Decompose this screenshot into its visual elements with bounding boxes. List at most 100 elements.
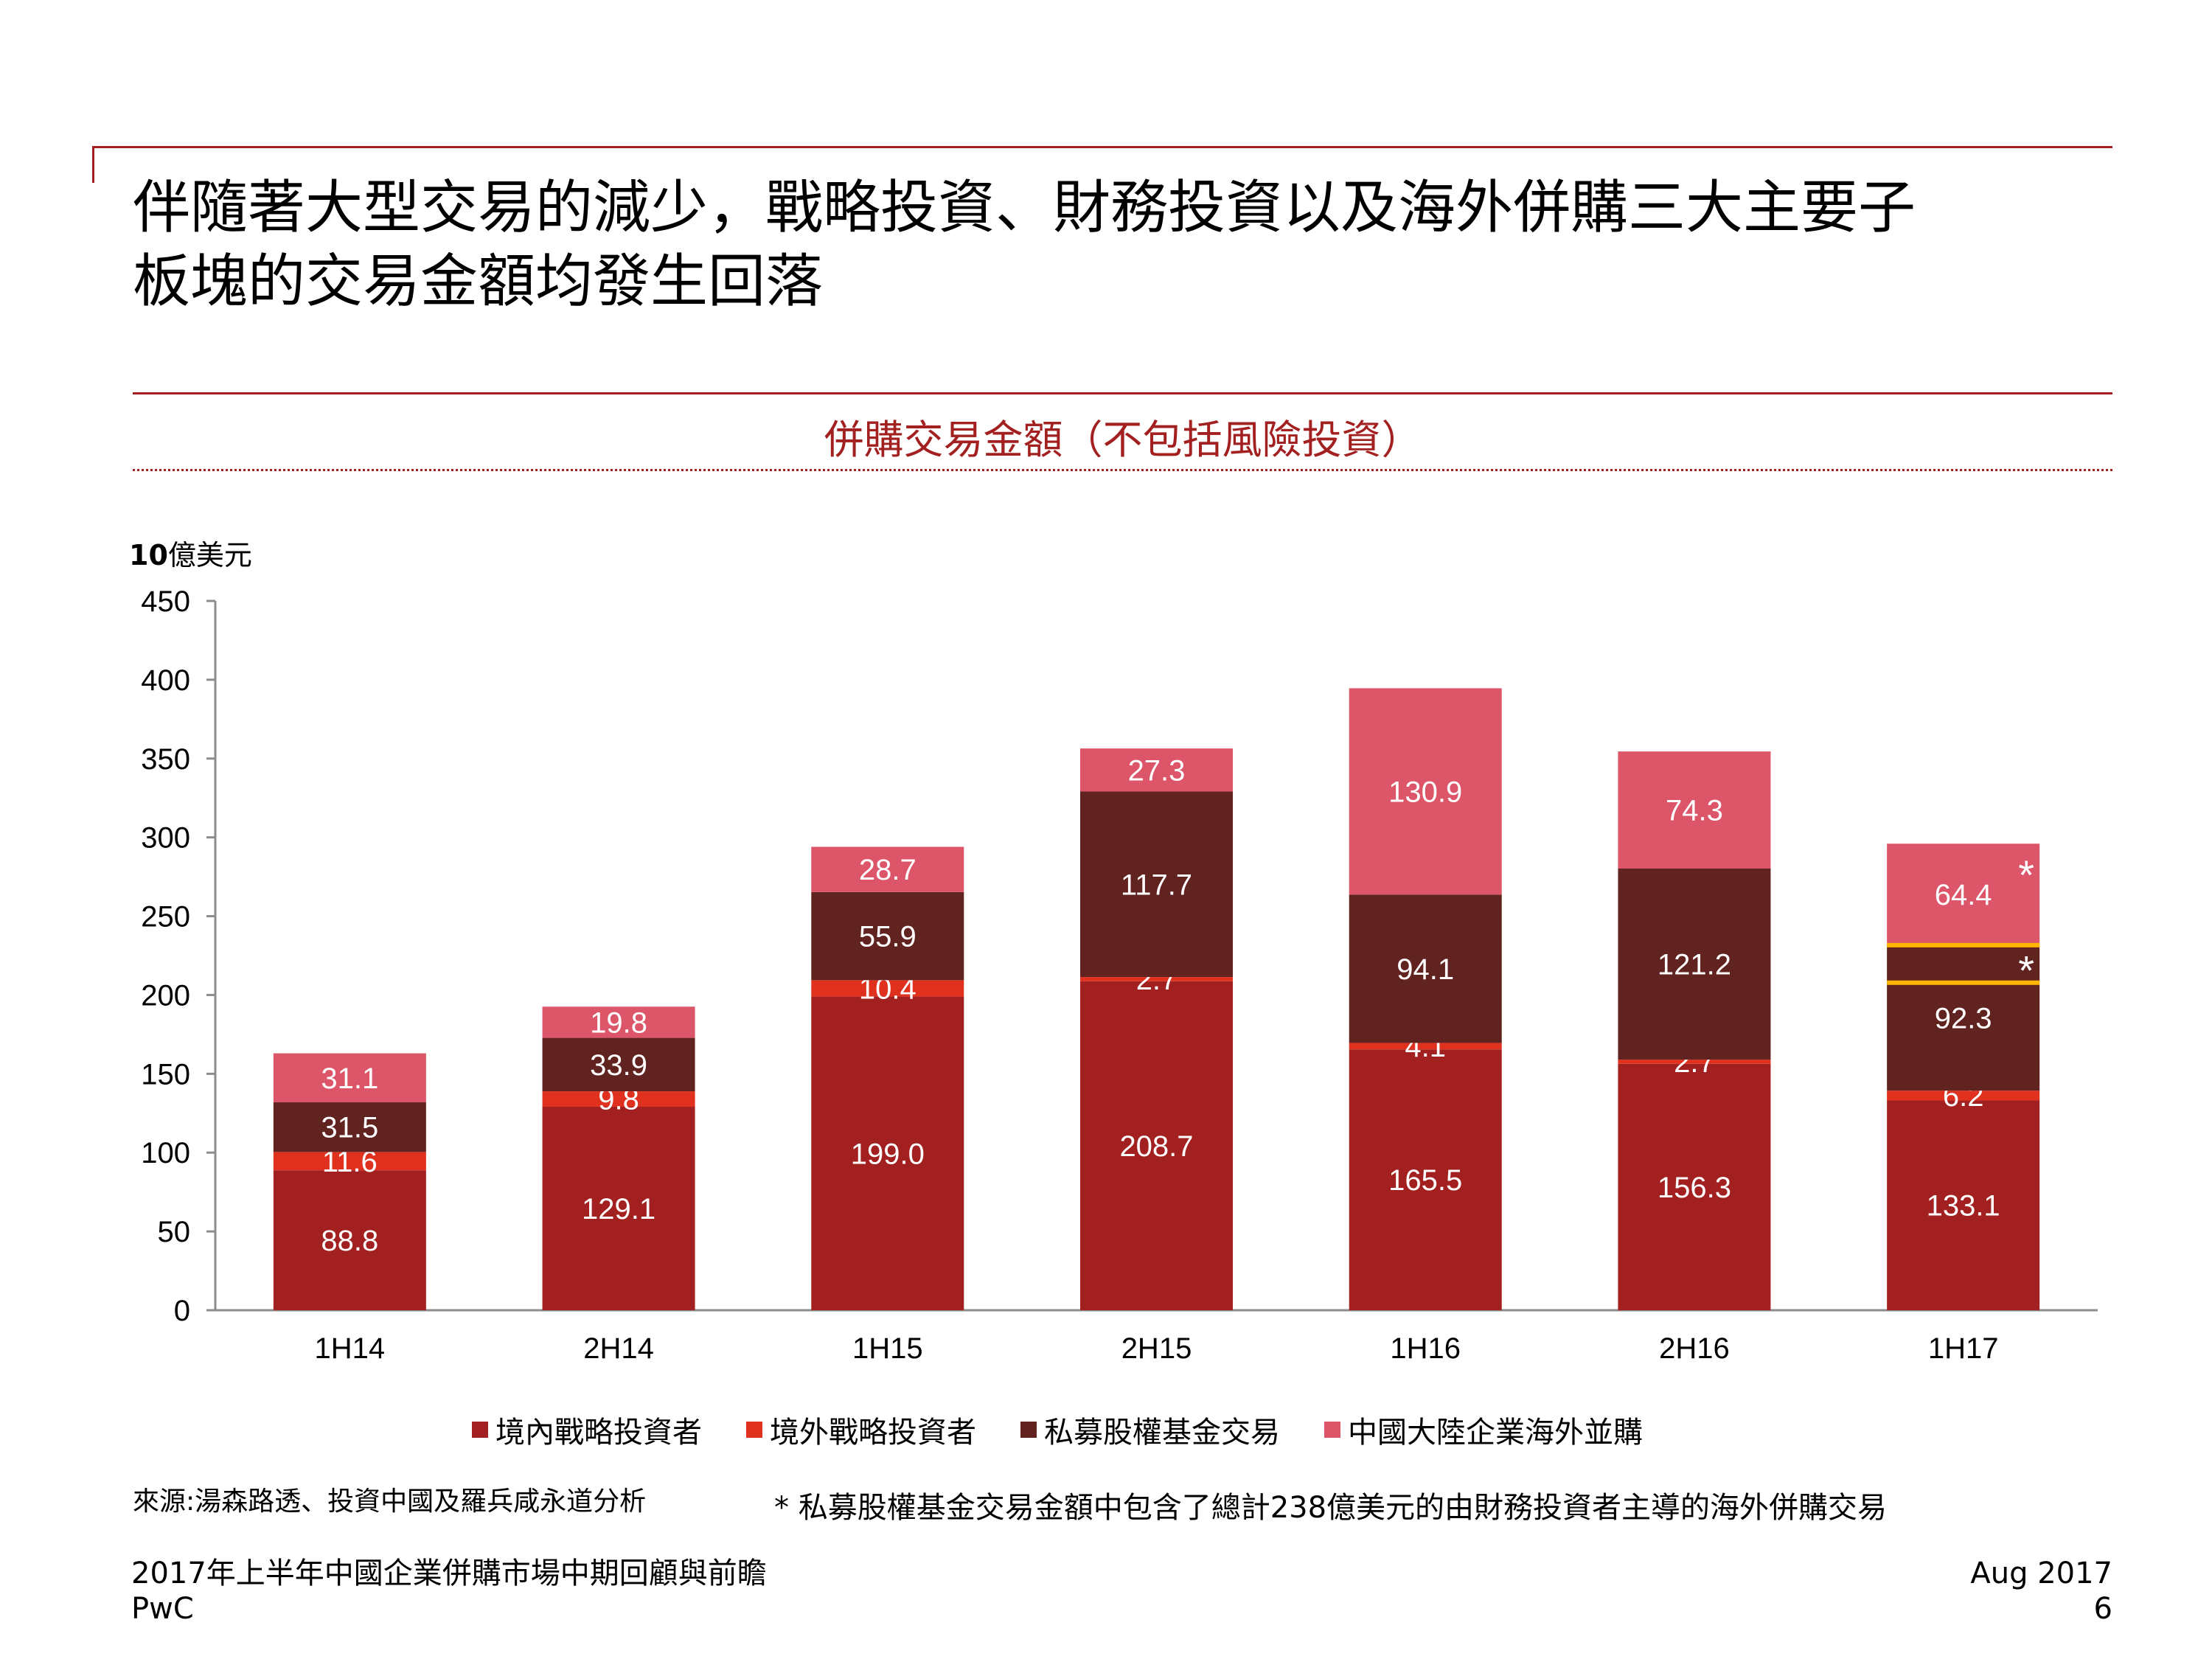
data-label-2H15-s1: 208.7 xyxy=(1119,1130,1193,1163)
data-label-1H16-s4: 130.9 xyxy=(1388,776,1462,808)
x-tick-label: 1H16 xyxy=(1390,1332,1461,1365)
bar-segment-2H16-s2 xyxy=(1618,1060,1771,1064)
chart-legend: 境內戰略投資者 境外戰略投資者 私募股權基金交易 中國大陸企業海外並購 xyxy=(472,1408,1873,1451)
bar-segment-1H15-s3 xyxy=(811,891,964,981)
bar-segment-1H14-s2 xyxy=(273,1152,426,1171)
y-axis-unit: 10億美元 xyxy=(129,532,252,573)
top-rule xyxy=(92,146,2112,148)
y-axis-unit-text: 億美元 xyxy=(167,539,252,571)
data-label-1H17-s4: 64.4 xyxy=(1935,879,1992,911)
asterisk-marker-overseas: * xyxy=(2018,852,2034,898)
footer-right: Aug 2017 6 xyxy=(1970,1556,2112,1627)
y-tick-label: 150 xyxy=(141,1058,190,1091)
x-tick-label: 2H15 xyxy=(1121,1332,1192,1365)
x-tick-label: 1H14 xyxy=(315,1332,386,1365)
legend-item: 中國大陸企業海外並購 xyxy=(1324,1408,1643,1451)
x-tick-label: 1H15 xyxy=(852,1332,923,1365)
data-label-1H17-s3: 92.3 xyxy=(1935,1003,1992,1035)
data-label-2H15-s4: 27.3 xyxy=(1128,754,1186,787)
footer-left: 2017年上半年中國企業併購市場中期回顧與前瞻 PwC xyxy=(131,1556,767,1627)
data-label-1H15-s3: 55.9 xyxy=(859,921,917,953)
page-number: 6 xyxy=(2093,1592,2112,1626)
bar-segment-2H16-s3 xyxy=(1618,868,1771,1060)
bar-segment-1H16-s1 xyxy=(1349,1049,1502,1310)
asterisk-marker-pe: * xyxy=(2018,947,2034,993)
y-tick-label: 100 xyxy=(141,1137,190,1169)
data-label-2H16-s4: 74.3 xyxy=(1666,795,1723,827)
data-label-2H16-s3: 121.2 xyxy=(1658,949,1731,981)
footer-company: PwC xyxy=(131,1592,194,1626)
bar-segment-2H16-s1 xyxy=(1618,1063,1771,1310)
y-tick-label: 300 xyxy=(141,822,190,855)
y-axis-unit-number: 10 xyxy=(129,539,168,571)
bar-segment-1H16-s2 xyxy=(1349,1043,1502,1050)
data-label-2H14-s4: 19.8 xyxy=(590,1006,647,1039)
bar-segment-1H17-s1 xyxy=(1887,1100,2040,1310)
bar-segment-2H14-s3 xyxy=(542,1037,695,1092)
legend-swatch xyxy=(472,1422,488,1438)
bar-segment-1H17-s3 xyxy=(1887,945,2040,1091)
bar-segment-2H15-s1 xyxy=(1080,981,1233,1310)
asterisk-footnote: * 私募股權基金交易金額中包含了總計238億美元的由財務投資者主導的海外併購交易 xyxy=(774,1491,1888,1525)
bar-segment-1H15-s1 xyxy=(811,996,964,1310)
chart-heading-rule xyxy=(133,392,2112,394)
data-label-2H15-s3: 117.7 xyxy=(1121,869,1192,901)
y-tick-label: 50 xyxy=(158,1216,191,1248)
data-label-2H14-s3: 33.9 xyxy=(590,1049,647,1082)
bar-segment-2H14-s1 xyxy=(542,1107,695,1310)
legend-item: 境內戰略投資者 xyxy=(472,1408,702,1451)
legend-label: 境外戰略投資者 xyxy=(770,1416,976,1450)
page-title-line-2: 板塊的交易金額均發生回落 xyxy=(133,248,824,315)
legend-label: 中國大陸企業海外並購 xyxy=(1348,1416,1643,1450)
data-label-1H15-s1: 199.0 xyxy=(851,1138,925,1170)
y-tick-label: 400 xyxy=(141,664,190,697)
footer-report-title: 2017年上半年中國企業併購市場中期回顧與前瞻 xyxy=(131,1557,767,1590)
bar-segment-1H14-s3 xyxy=(273,1102,426,1152)
bar-segment-1H15-s4 xyxy=(811,846,964,892)
legend-swatch xyxy=(1324,1422,1340,1438)
source-note: 來源:湯森路透、投資中國及羅兵咸永道分析 xyxy=(133,1486,647,1517)
chart-heading-dotted-rule xyxy=(133,469,2112,471)
data-label-2H14-s1: 129.1 xyxy=(582,1193,655,1225)
bar-segment-1H16-s3 xyxy=(1349,894,1502,1043)
top-rule-tick xyxy=(92,146,94,183)
legend-item: 境外戰略投資者 xyxy=(746,1408,976,1451)
bar-segment-1H17-s2 xyxy=(1887,1091,2040,1101)
data-label-1H16-s3: 94.1 xyxy=(1397,953,1454,986)
bar-segment-1H17-s4 xyxy=(1887,844,2040,945)
x-tick-label: 1H17 xyxy=(1928,1332,1999,1365)
legend-label: 私募股權基金交易 xyxy=(1044,1416,1280,1450)
bar-segment-2H15-s4 xyxy=(1080,748,1233,792)
data-label-2H16-s1: 156.3 xyxy=(1658,1172,1731,1204)
page-title-line-1: 伴隨著大型交易的減少，戰略投資、財務投資以及海外併購三大主要子 xyxy=(133,175,1916,241)
data-label-1H14-s3: 31.5 xyxy=(321,1112,378,1144)
x-tick-label: 2H14 xyxy=(583,1332,654,1365)
legend-item: 私募股權基金交易 xyxy=(1020,1408,1280,1451)
chart-heading: 併購交易金額（不包括風險投資） xyxy=(824,417,1422,463)
data-label-1H14-s4: 31.1 xyxy=(321,1062,378,1095)
bar-segment-2H14-s4 xyxy=(542,1006,695,1038)
legend-swatch xyxy=(1020,1422,1037,1438)
page-title: 伴隨著大型交易的減少，戰略投資、財務投資以及海外併購三大主要子 板塊的交易金額均… xyxy=(133,171,2124,319)
stacked-bar-chart: 05010015020025030035040045088.811.631.53… xyxy=(141,585,2098,1365)
bar-segment-1H14-s1 xyxy=(273,1170,426,1310)
data-label-1H16-s1: 165.5 xyxy=(1388,1164,1462,1197)
legend-label: 境內戰略投資者 xyxy=(495,1416,702,1450)
footer-date: Aug 2017 xyxy=(1970,1557,2112,1590)
bar-segment-2H15-s3 xyxy=(1080,791,1233,978)
bar-segment-2H14-s2 xyxy=(542,1091,695,1107)
bar-segment-1H15-s2 xyxy=(811,980,964,997)
data-label-1H17-s1: 133.1 xyxy=(1927,1190,2000,1222)
y-tick-label: 200 xyxy=(141,979,190,1012)
bar-segment-1H16-s4 xyxy=(1349,688,1502,895)
bar-segment-1H14-s4 xyxy=(273,1053,426,1103)
y-tick-label: 350 xyxy=(141,743,190,776)
x-tick-label: 2H16 xyxy=(1659,1332,1730,1365)
data-label-1H14-s1: 88.8 xyxy=(321,1225,378,1257)
bar-segment-2H16-s4 xyxy=(1618,751,1771,869)
y-tick-label: 250 xyxy=(141,901,190,933)
legend-swatch xyxy=(746,1422,762,1438)
data-label-1H15-s4: 28.7 xyxy=(859,854,917,886)
bar-segment-2H15-s2 xyxy=(1080,977,1233,981)
y-tick-label: 450 xyxy=(141,585,190,618)
